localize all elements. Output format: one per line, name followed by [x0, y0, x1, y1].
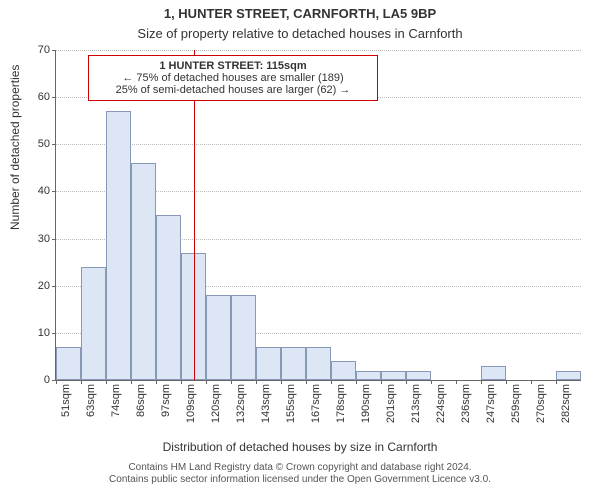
histogram-bar — [406, 371, 431, 380]
x-tick — [531, 380, 532, 384]
y-tick-label: 20 — [38, 280, 56, 292]
annotation-line: 25% of semi-detached houses are larger (… — [97, 84, 369, 96]
x-tick-label: 120sqm — [210, 384, 222, 423]
x-tick-label: 190sqm — [360, 384, 372, 423]
annotation-line: ← 75% of detached houses are smaller (18… — [97, 72, 369, 84]
chart-container: 1, HUNTER STREET, CARNFORTH, LA5 9BP Siz… — [0, 0, 600, 500]
x-tick — [331, 380, 332, 384]
histogram-bar — [306, 347, 331, 380]
y-tick-label: 40 — [38, 185, 56, 197]
x-tick — [381, 380, 382, 384]
y-tick-label: 70 — [38, 44, 56, 56]
attribution-text: Contains HM Land Registry data © Crown c… — [0, 462, 600, 486]
histogram-bar — [381, 371, 406, 380]
grid-line — [56, 144, 581, 145]
x-tick-label: 282sqm — [560, 384, 572, 423]
x-tick-label: 167sqm — [310, 384, 322, 423]
histogram-bar — [131, 163, 156, 380]
annotation-line: 1 HUNTER STREET: 115sqm — [97, 60, 369, 72]
histogram-bar — [231, 295, 256, 380]
x-tick-label: 259sqm — [510, 384, 522, 423]
x-tick-label: 155sqm — [285, 384, 297, 423]
x-tick-label: 86sqm — [135, 384, 147, 417]
x-tick — [106, 380, 107, 384]
y-tick-label: 10 — [38, 327, 56, 339]
attribution-line: Contains public sector information licen… — [0, 474, 600, 486]
x-tick-label: 109sqm — [185, 384, 197, 423]
x-tick — [231, 380, 232, 384]
y-axis-label: Number of detached properties — [8, 65, 22, 230]
grid-line — [56, 50, 581, 51]
x-tick-label: 132sqm — [235, 384, 247, 423]
x-tick — [181, 380, 182, 384]
plot-area: 01020304050607051sqm63sqm74sqm86sqm97sqm… — [55, 50, 581, 381]
x-tick-label: 224sqm — [435, 384, 447, 423]
x-tick-label: 178sqm — [335, 384, 347, 423]
histogram-bar — [556, 371, 581, 380]
chart-title: 1, HUNTER STREET, CARNFORTH, LA5 9BP — [0, 6, 600, 21]
x-tick — [456, 380, 457, 384]
histogram-bar — [81, 267, 106, 380]
chart-subtitle: Size of property relative to detached ho… — [0, 26, 600, 41]
histogram-bar — [106, 111, 131, 380]
histogram-bar — [331, 361, 356, 380]
x-tick-label: 51sqm — [60, 384, 72, 417]
x-tick-label: 213sqm — [410, 384, 422, 423]
y-tick-label: 60 — [38, 91, 56, 103]
x-tick — [356, 380, 357, 384]
x-tick — [156, 380, 157, 384]
x-tick — [306, 380, 307, 384]
y-tick-label: 30 — [38, 233, 56, 245]
x-tick-label: 247sqm — [485, 384, 497, 423]
x-tick — [56, 380, 57, 384]
x-tick-label: 63sqm — [85, 384, 97, 417]
annotation-box: 1 HUNTER STREET: 115sqm← 75% of detached… — [88, 55, 378, 101]
histogram-bar — [256, 347, 281, 380]
x-tick-label: 97sqm — [160, 384, 172, 417]
x-tick-label: 201sqm — [385, 384, 397, 423]
histogram-bar — [206, 295, 231, 380]
histogram-bar — [281, 347, 306, 380]
x-tick-label: 74sqm — [110, 384, 122, 417]
x-tick — [81, 380, 82, 384]
histogram-bar — [56, 347, 81, 380]
x-tick — [506, 380, 507, 384]
x-tick-label: 270sqm — [535, 384, 547, 423]
histogram-bar — [356, 371, 381, 380]
x-tick-label: 143sqm — [260, 384, 272, 423]
x-tick — [131, 380, 132, 384]
x-tick — [431, 380, 432, 384]
x-tick — [206, 380, 207, 384]
x-tick — [556, 380, 557, 384]
y-tick-label: 50 — [38, 138, 56, 150]
x-axis-label: Distribution of detached houses by size … — [0, 440, 600, 454]
histogram-bar — [481, 366, 506, 380]
x-tick-label: 236sqm — [460, 384, 472, 423]
x-tick — [481, 380, 482, 384]
x-tick — [406, 380, 407, 384]
x-tick — [281, 380, 282, 384]
y-tick-label: 0 — [44, 374, 56, 386]
x-tick — [256, 380, 257, 384]
histogram-bar — [156, 215, 181, 380]
attribution-line: Contains HM Land Registry data © Crown c… — [0, 462, 600, 474]
